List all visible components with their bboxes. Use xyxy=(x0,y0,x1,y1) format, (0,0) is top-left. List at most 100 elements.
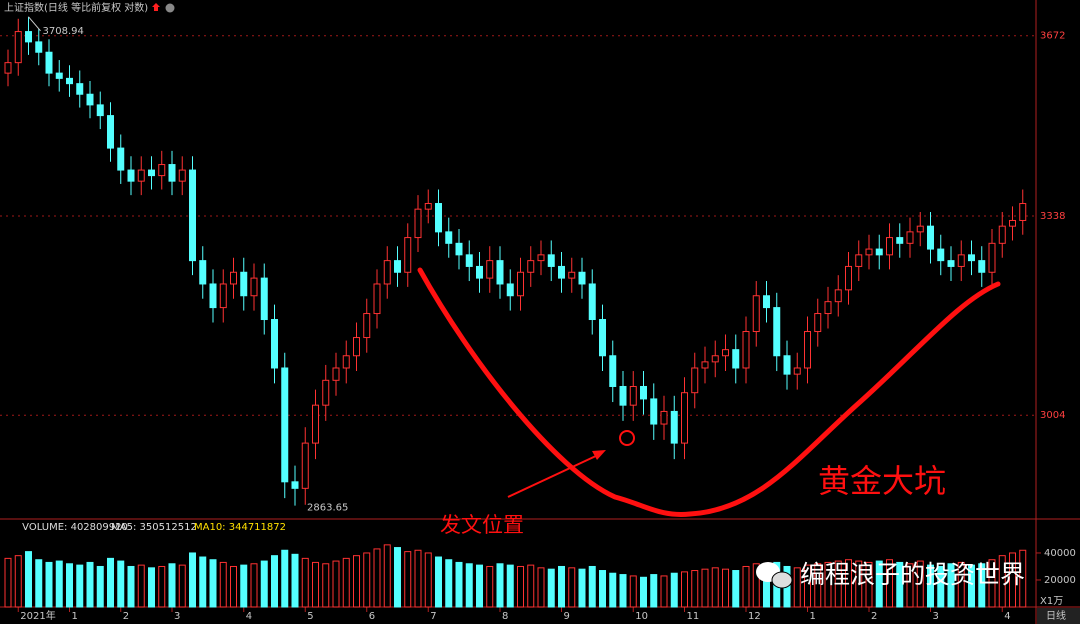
volume-bar xyxy=(117,560,125,608)
candle-body xyxy=(896,237,904,244)
period-tab[interactable] xyxy=(1037,608,1080,624)
volume-bar xyxy=(752,563,760,608)
volume-bar xyxy=(732,570,740,608)
candle-body xyxy=(219,283,227,309)
volume-bar xyxy=(55,560,63,608)
candle-body xyxy=(865,248,873,256)
candle-body xyxy=(66,77,73,85)
volume-bar xyxy=(517,565,524,608)
candle-body xyxy=(373,283,381,315)
candle-body xyxy=(752,295,760,333)
candle-body xyxy=(301,442,309,489)
icon[interactable] xyxy=(165,3,175,13)
candle-body xyxy=(404,237,412,273)
candle-body xyxy=(886,237,893,256)
volume-bar xyxy=(271,555,278,608)
candle-body xyxy=(178,169,186,182)
volume-bar xyxy=(906,563,914,608)
volume-bar xyxy=(66,563,73,608)
candle-body xyxy=(250,277,258,297)
candle-body xyxy=(609,355,617,387)
x-tick-label: 10 xyxy=(635,611,648,622)
volume-bar xyxy=(937,565,945,608)
candle-body xyxy=(76,83,84,95)
candle-body xyxy=(906,231,914,244)
candle-body xyxy=(640,385,647,400)
volume-bar xyxy=(588,565,596,608)
volume-bar xyxy=(14,555,22,608)
volume-bar xyxy=(537,567,545,608)
candle-body xyxy=(947,260,955,267)
volume-bar xyxy=(445,559,453,608)
candle-body xyxy=(937,248,945,262)
candle-body xyxy=(353,337,360,357)
x-tick-label: 4 xyxy=(1004,611,1010,622)
volume-bar xyxy=(76,564,84,608)
candle-body xyxy=(291,481,299,489)
volume-bar xyxy=(701,568,709,608)
volume-bar xyxy=(1019,549,1027,608)
candle-body xyxy=(527,260,535,273)
volume-bar xyxy=(650,574,658,608)
volume-header: VOLUME: 402809920 xyxy=(22,522,128,533)
candle-body xyxy=(670,410,678,444)
candle-body xyxy=(588,283,596,321)
volume-bar xyxy=(927,564,934,608)
volume-bar xyxy=(855,560,863,608)
candle-body xyxy=(691,367,699,394)
candle-body xyxy=(435,203,442,233)
x-tick-label: 1 xyxy=(72,611,78,622)
volume-bar xyxy=(619,574,627,608)
x-tick-label: 8 xyxy=(502,611,508,622)
candle-body xyxy=(988,242,996,273)
candle-body xyxy=(824,301,832,315)
volume-bar xyxy=(886,559,893,608)
leader xyxy=(28,16,41,32)
volume-bar xyxy=(148,567,155,608)
volume-bar xyxy=(86,561,94,608)
candle-body xyxy=(199,260,207,285)
volume-bar xyxy=(998,555,1006,608)
candle-body xyxy=(834,289,842,303)
volume-bar xyxy=(527,564,535,608)
volume-bar xyxy=(558,565,565,608)
candle-body xyxy=(804,331,811,369)
volume-bar xyxy=(681,571,688,608)
candle-body xyxy=(681,392,688,444)
low-label: 2863.65 xyxy=(307,503,348,514)
volume-bar xyxy=(916,560,924,608)
unit: X1万 xyxy=(1040,596,1063,607)
volume-header: MA10: 344711872 xyxy=(194,522,286,533)
candle-body xyxy=(332,367,340,381)
candle-body xyxy=(845,265,852,291)
candle-body xyxy=(127,169,135,182)
volume-bar xyxy=(814,563,822,608)
annotation-circle xyxy=(619,430,635,446)
candle-body xyxy=(445,231,453,244)
candle-body xyxy=(260,277,268,321)
volume-bar xyxy=(804,564,811,608)
candle-body xyxy=(537,254,545,262)
volume-bar xyxy=(865,561,873,608)
candle-body xyxy=(916,225,924,233)
y-tick-label: 20000 xyxy=(1044,575,1076,586)
candle-body xyxy=(486,260,494,279)
annotation-curve xyxy=(417,267,1001,517)
volume-bar xyxy=(691,570,699,608)
volume-bar xyxy=(4,557,12,608)
candle-body xyxy=(209,283,217,309)
volume-bar xyxy=(25,551,32,608)
candle-body xyxy=(4,62,12,74)
candle-body xyxy=(558,265,565,279)
volume-bar xyxy=(845,559,852,608)
annotation-text: 黄金大坑 xyxy=(818,462,946,500)
volume-bar xyxy=(968,564,975,608)
volume-bar xyxy=(824,561,832,608)
volume-bar xyxy=(332,560,340,608)
volume-bar xyxy=(609,572,617,608)
candle-body xyxy=(814,313,822,333)
volume-bar xyxy=(45,561,53,608)
candle-body xyxy=(148,169,155,177)
candle-body xyxy=(476,265,483,279)
